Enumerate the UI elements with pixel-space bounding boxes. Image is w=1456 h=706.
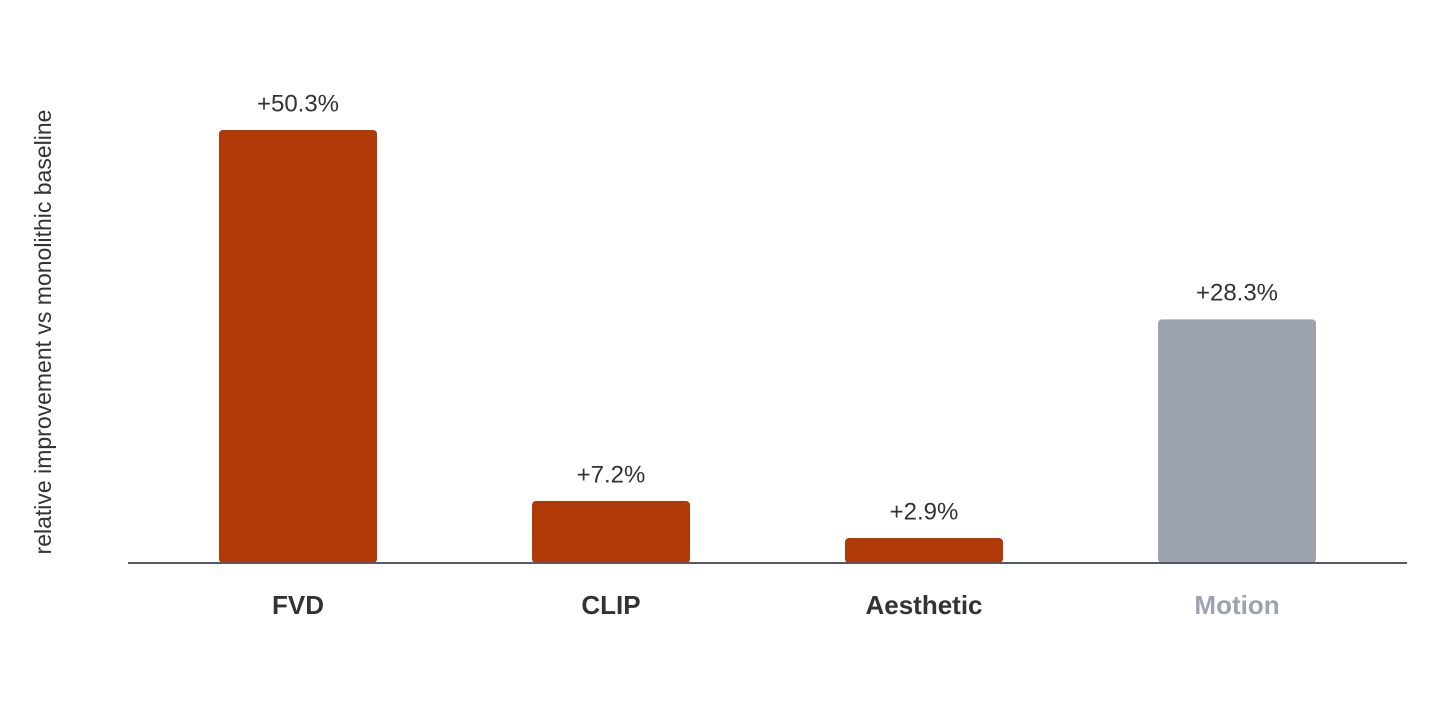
x-tick-label: FVD [272,590,324,620]
value-label: +2.9% [890,498,959,525]
bar [1158,319,1316,563]
bar [845,538,1003,563]
x-tick-label: Aesthetic [865,590,982,620]
value-label: +50.3% [257,90,339,117]
x-tick-label: CLIP [581,590,640,620]
value-label: +28.3% [1196,280,1278,307]
bar [219,129,377,564]
y-axis-label: relative improvement vs monolithic basel… [30,110,56,555]
bar [532,501,690,563]
x-tick-label: Motion [1194,590,1279,620]
value-label: +7.2% [577,461,646,488]
